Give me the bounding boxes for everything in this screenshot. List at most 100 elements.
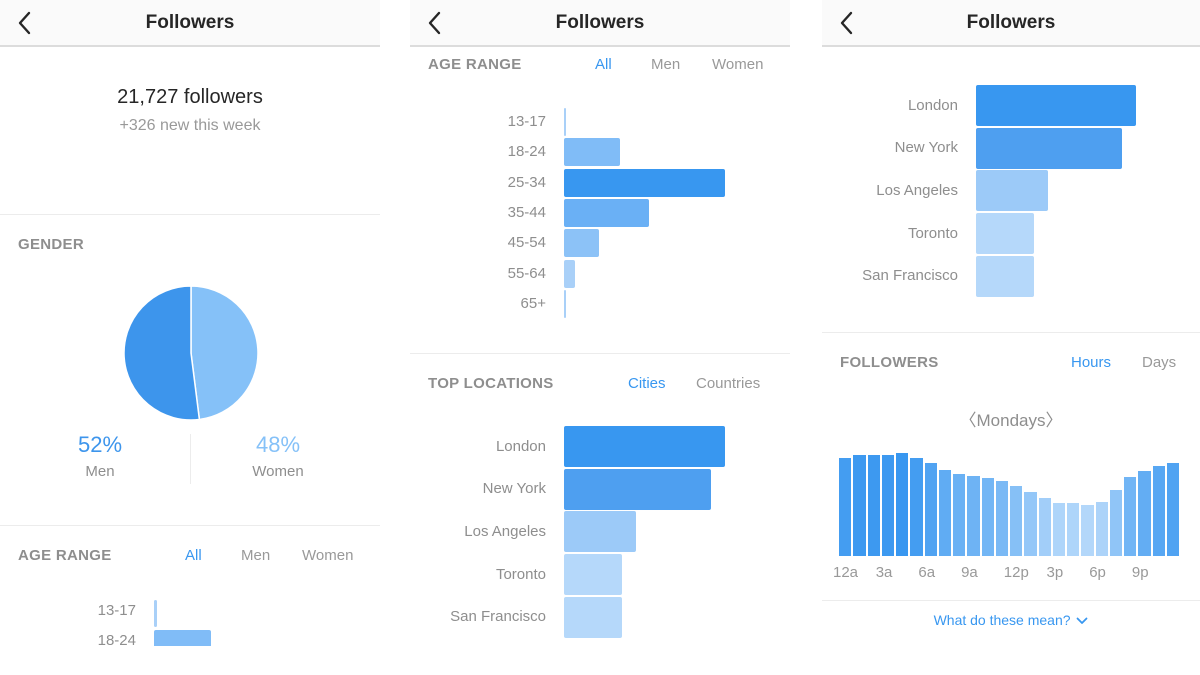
location-bar-new-york [976, 127, 1122, 169]
followers-panel-overview: Followers 21,727 followers +326 new this… [0, 0, 380, 675]
hour-bar-7a [938, 470, 951, 556]
followers-activity-section-title: FOLLOWERS [840, 354, 939, 371]
hour-axis-label: 3p [1046, 564, 1064, 581]
hour-bar-12p [1010, 486, 1023, 556]
age-row-label: 45-54 [507, 234, 546, 252]
tab-locations-countries[interactable]: Countries [696, 375, 761, 392]
hour-bar-1a [853, 455, 866, 556]
location-row-label: San Francisco [450, 608, 546, 626]
location-bar-london [976, 85, 1136, 126]
age-bar-45-54 [564, 229, 599, 258]
tab-age-men[interactable]: Men [241, 547, 271, 564]
age-row-label: 65+ [520, 294, 546, 312]
hour-bar-3p [1052, 503, 1065, 556]
back-button[interactable] [14, 9, 36, 37]
location-bar-san-francisco [976, 255, 1034, 297]
gender-pie-chart [123, 285, 259, 421]
hour-bar-6a [924, 463, 937, 556]
tab-age-men[interactable]: Men [651, 56, 681, 73]
gender-split-divider [190, 434, 191, 484]
hour-bar-8a [953, 474, 966, 556]
location-row-label: Toronto [907, 224, 958, 242]
location-row-label: Los Angeles [876, 181, 958, 199]
age-row-label: 13-17 [507, 113, 546, 130]
men-percentage: 52% [77, 432, 123, 457]
age-row-label: 18-24 [507, 143, 546, 161]
location-bar-toronto [564, 554, 622, 596]
location-row-label: London [495, 437, 546, 455]
age-bar-13-17 [154, 600, 157, 627]
tab-age-women[interactable]: Women [712, 56, 764, 73]
location-bar-los-angeles [976, 170, 1048, 212]
location-row-label: Los Angeles [464, 522, 546, 540]
location-row-label: London [907, 96, 958, 114]
tab-locations-cities[interactable]: Cities [628, 375, 666, 392]
age-bar-13-17 [564, 108, 566, 136]
hour-bar-4a [896, 453, 909, 556]
location-bar-san-francisco [564, 596, 622, 638]
age-row-label: 35-44 [507, 203, 546, 221]
hour-axis-label: 6a [918, 564, 936, 581]
section-divider [0, 214, 380, 215]
hour-bar-1p [1024, 492, 1037, 556]
hour-bar-5p [1081, 505, 1094, 556]
hour-bar-10p [1152, 466, 1165, 556]
section-divider [410, 353, 790, 354]
location-row-label: New York [894, 139, 958, 157]
hour-bar-9a [967, 476, 980, 556]
hour-bar-10a [981, 478, 994, 556]
chevron-left-icon [840, 11, 853, 35]
chevron-down-icon [1077, 617, 1088, 625]
hour-bar-12a [839, 458, 852, 556]
section-divider [0, 525, 380, 526]
tab-age-women[interactable]: Women [302, 547, 354, 564]
location-row-label: Toronto [495, 565, 546, 583]
section-divider [822, 332, 1200, 333]
page-title: Followers [145, 12, 235, 33]
age-bar-65- [564, 289, 566, 318]
age-range-section-title: AGE RANGE [18, 547, 112, 564]
hour-axis-label: 6p [1089, 564, 1106, 581]
page-title: Followers [555, 12, 645, 33]
followers-panel-demographics: Followers AGE RANGE All Men Women 13-17 1… [410, 0, 790, 675]
hour-bar-5a [910, 458, 923, 556]
pie-slice-women [190, 285, 259, 421]
back-button[interactable] [424, 9, 446, 37]
help-link-label: What do these mean? [933, 612, 1071, 628]
hour-axis-label: 9a [961, 564, 978, 581]
location-row-label: San Francisco [862, 267, 958, 285]
age-row-label: 55-64 [507, 264, 546, 282]
hour-bar-9p [1138, 471, 1151, 556]
location-bar-new-york [564, 468, 711, 510]
men-label: Men [85, 463, 115, 480]
followers-panel-activity: Followers London New York Los Angeles Toron… [822, 0, 1200, 675]
age-bar-55-64 [564, 259, 575, 288]
day-selector[interactable]: 〈Mondays〉 [959, 411, 1063, 430]
hour-bar-11p [1166, 463, 1179, 556]
women-percentage: 48% [255, 432, 301, 457]
followers-by-hour-chart [839, 440, 1181, 556]
nav-header: Followers [822, 0, 1200, 47]
age-bar-18-24 [564, 138, 620, 167]
tab-age-all[interactable]: All [595, 56, 612, 73]
nav-header: Followers [410, 0, 790, 47]
back-button[interactable] [836, 9, 858, 37]
hour-axis-label: 12a [833, 564, 859, 581]
section-divider [822, 600, 1200, 601]
hour-bar-7p [1109, 490, 1122, 556]
tab-age-all[interactable]: All [185, 547, 202, 564]
age-row-label: 13-17 [97, 602, 136, 619]
location-bar-los-angeles [564, 511, 636, 553]
hour-bar-8p [1124, 477, 1137, 556]
hour-bar-4p [1067, 503, 1080, 556]
hour-bar-2p [1038, 498, 1051, 556]
nav-header: Followers [0, 0, 380, 47]
page-title: Followers [966, 12, 1056, 33]
tab-hours[interactable]: Hours [1071, 354, 1112, 371]
help-link[interactable]: What do these mean? [822, 612, 1200, 628]
tab-days[interactable]: Days [1142, 354, 1177, 371]
age-bar-35-44 [564, 198, 649, 227]
age-bar-25-34 [564, 168, 725, 197]
location-bar-london [564, 426, 725, 467]
hour-bar-11a [995, 481, 1008, 556]
